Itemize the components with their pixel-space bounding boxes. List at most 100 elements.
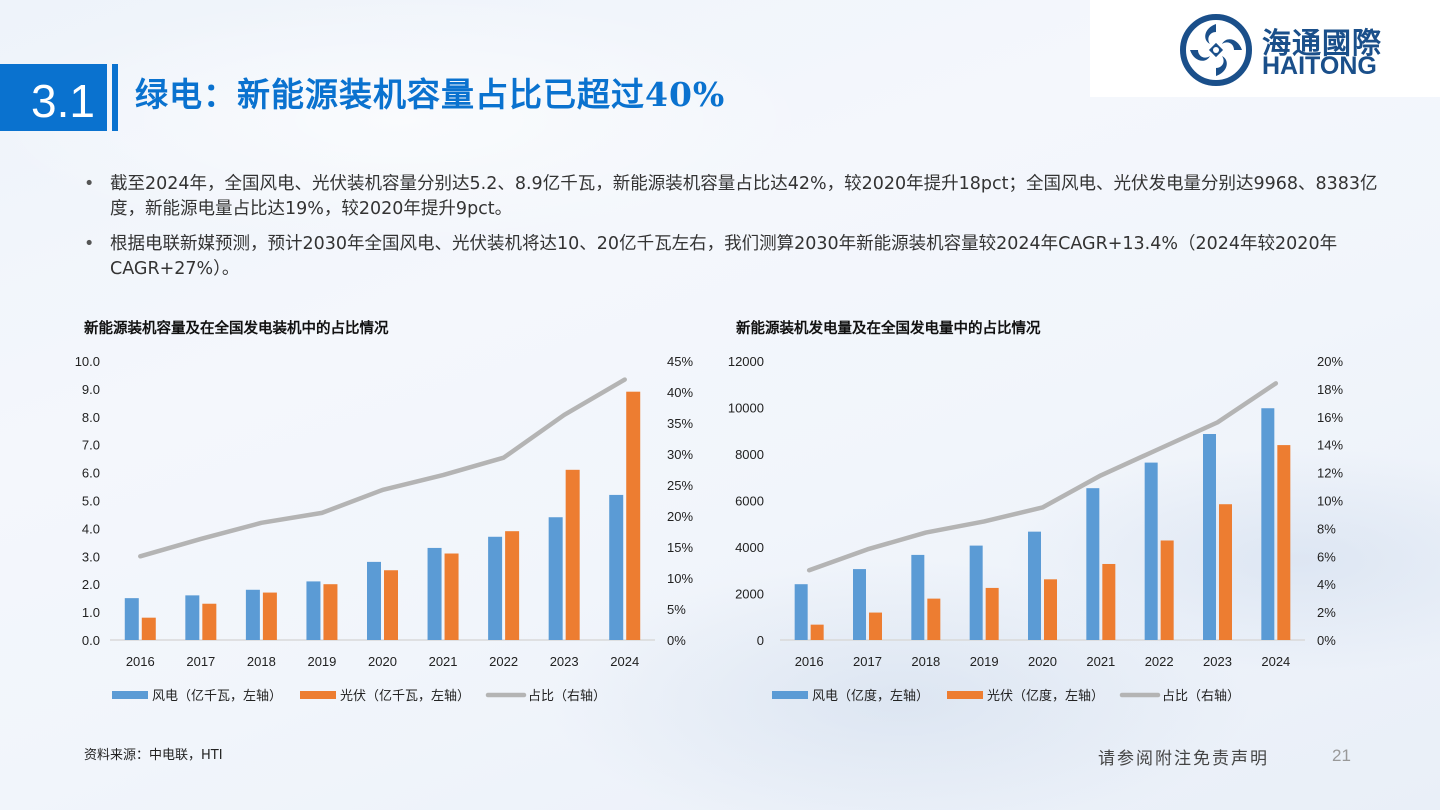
solar-bar (202, 603, 217, 640)
page-number: 21 (1332, 746, 1351, 765)
y2-axis-tick: 14% (1317, 438, 1343, 453)
wind-bar (306, 581, 321, 640)
chart-title-generation: 新能源装机发电量及在全国发电量中的占比情况 (736, 320, 1041, 337)
y-axis-tick: 0.0 (82, 633, 100, 648)
y-axis-tick: 0 (757, 633, 764, 648)
bullet-dot-icon: • (84, 174, 95, 194)
y2-axis-tick: 12% (1317, 466, 1343, 481)
x-axis-tick: 2018 (911, 654, 940, 669)
y2-axis-tick: 4% (1317, 577, 1336, 592)
x-axis-tick: 2022 (489, 654, 518, 669)
x-axis-tick: 2016 (795, 654, 824, 669)
bullet-item: • 根据电联新媒预测，预计2030年全国风电、光伏装机将达10、20亿千瓦左右，… (80, 232, 1380, 282)
legend-swatch-icon (947, 691, 983, 699)
y2-axis-tick: 10% (1317, 494, 1343, 509)
haitong-logo-icon (1180, 14, 1252, 86)
x-axis-tick: 2021 (1086, 654, 1115, 669)
solar-bar (1219, 504, 1232, 640)
y-axis-tick: 1.0 (82, 605, 100, 620)
bullet-text: 根据电联新媒预测，预计2030年全国风电、光伏装机将达10、20亿千瓦左右，我们… (110, 234, 1338, 279)
logo-area (1090, 0, 1440, 97)
wind-bar (853, 569, 866, 640)
x-axis-tick: 2017 (853, 654, 882, 669)
wind-bar (794, 584, 808, 640)
generation-chart: 0 2000 4000 6000 8000 10000 12000 0% 2% 4% 6% 8% 10%… (728, 354, 1344, 703)
x-axis-tick: 2020 (368, 654, 397, 669)
y2-axis-tick: 35% (667, 416, 693, 431)
y2-axis-tick: 30% (667, 447, 693, 462)
wind-bar (185, 595, 200, 640)
share-line (806, 381, 1279, 573)
capacity-chart: 0.0 1.0 2.0 3.0 4.0 5.0 6.0 7.0 8.0 9.0 10.0 0% 5% 10… (75, 354, 694, 703)
wind-bar (427, 547, 442, 640)
y-axis-tick: 3.0 (82, 549, 100, 564)
solar-bar (384, 570, 398, 640)
wind-bar (367, 561, 381, 640)
wind-bar (488, 536, 503, 640)
x-axis-tick: 2024 (1261, 654, 1290, 669)
y-axis-tick: 7.0 (82, 438, 100, 453)
logo-text-cn: 海通國際 (1262, 26, 1383, 60)
wind-bar (548, 517, 563, 640)
solar-bar (444, 553, 459, 640)
legend-label: 光伏（亿千瓦，左轴） (340, 688, 470, 703)
y2-axis-tick: 40% (667, 385, 693, 400)
x-axis-tick: 2016 (126, 654, 155, 669)
x-axis-tick: 2020 (1028, 654, 1057, 669)
page-title: 绿电：新能源装机容量占比已超过40% (135, 75, 726, 114)
chart-title-capacity: 新能源装机容量及在全国发电装机中的占比情况 (84, 320, 389, 337)
y2-axis-tick: 6% (1317, 549, 1336, 564)
y2-axis-tick: 5% (667, 602, 686, 617)
bullet-item: • 截至2024年，全国风电、光伏装机容量分别达5.2、8.9亿千瓦，新能源装机… (80, 172, 1380, 222)
bullet-text: 截至2024年，全国风电、光伏装机容量分别达5.2、8.9亿千瓦，新能源装机容量… (110, 174, 1378, 219)
solar-bar (810, 624, 824, 640)
solar-bar (1277, 445, 1291, 640)
y2-axis-tick: 8% (1317, 521, 1336, 536)
wind-bar (609, 494, 624, 640)
y2-axis-tick: 16% (1317, 410, 1343, 425)
bullet-list: • 截至2024年，全国风电、光伏装机容量分别达5.2、8.9亿千瓦，新能源装机… (80, 172, 1380, 292)
legend-swatch-icon (772, 691, 808, 699)
solar-bar (869, 612, 882, 640)
x-axis-tick: 2023 (550, 654, 579, 669)
y-axis-tick: 2.0 (82, 577, 100, 592)
y-axis-tick: 10.0 (75, 354, 100, 369)
wind-bar (1086, 488, 1100, 640)
disclaimer-link[interactable]: 请参阅附注免责声明 (1098, 749, 1269, 769)
share-line (138, 377, 627, 559)
y-axis-tick: 9.0 (82, 382, 100, 397)
y2-axis-tick: 25% (667, 478, 693, 493)
y-axis-tick: 4.0 (82, 521, 100, 536)
y2-axis-tick: 10% (667, 571, 693, 586)
logo-text-en: HAITONG (1262, 52, 1377, 80)
solar-bar (927, 598, 941, 640)
legend-label: 风电（亿千瓦，左轴） (152, 688, 282, 703)
y2-axis-tick: 0% (667, 633, 686, 648)
section-number: 3.1 (31, 75, 95, 127)
section-divider (112, 64, 118, 131)
y2-axis-tick: 20% (1317, 354, 1343, 369)
x-axis-tick: 2021 (429, 654, 458, 669)
solar-bar (505, 531, 520, 640)
y-axis-tick: 6.0 (82, 466, 100, 481)
x-axis-tick: 2017 (186, 654, 215, 669)
legend-label: 风电（亿度，左轴） (812, 688, 929, 703)
y-axis-tick: 4000 (735, 540, 764, 555)
x-axis-tick: 2023 (1203, 654, 1232, 669)
y-axis-tick: 8.0 (82, 410, 100, 425)
source-note: 资料来源：中电联，HTI (84, 748, 223, 763)
bullet-dot-icon: • (84, 234, 95, 254)
wind-bar (1028, 531, 1041, 640)
wind-bar (1144, 462, 1158, 640)
solar-bar (1160, 540, 1174, 640)
solar-bar (141, 617, 156, 640)
solar-bar (626, 391, 641, 640)
legend-label: 占比（右轴） (1162, 688, 1240, 703)
y2-axis-tick: 2% (1317, 605, 1336, 620)
y2-axis-tick: 15% (667, 540, 693, 555)
x-axis-tick: 2024 (610, 654, 639, 669)
wind-bar (124, 598, 139, 640)
y-axis-tick: 12000 (728, 354, 764, 369)
y-axis-tick: 8000 (735, 447, 764, 462)
legend-swatch-icon (300, 691, 336, 699)
